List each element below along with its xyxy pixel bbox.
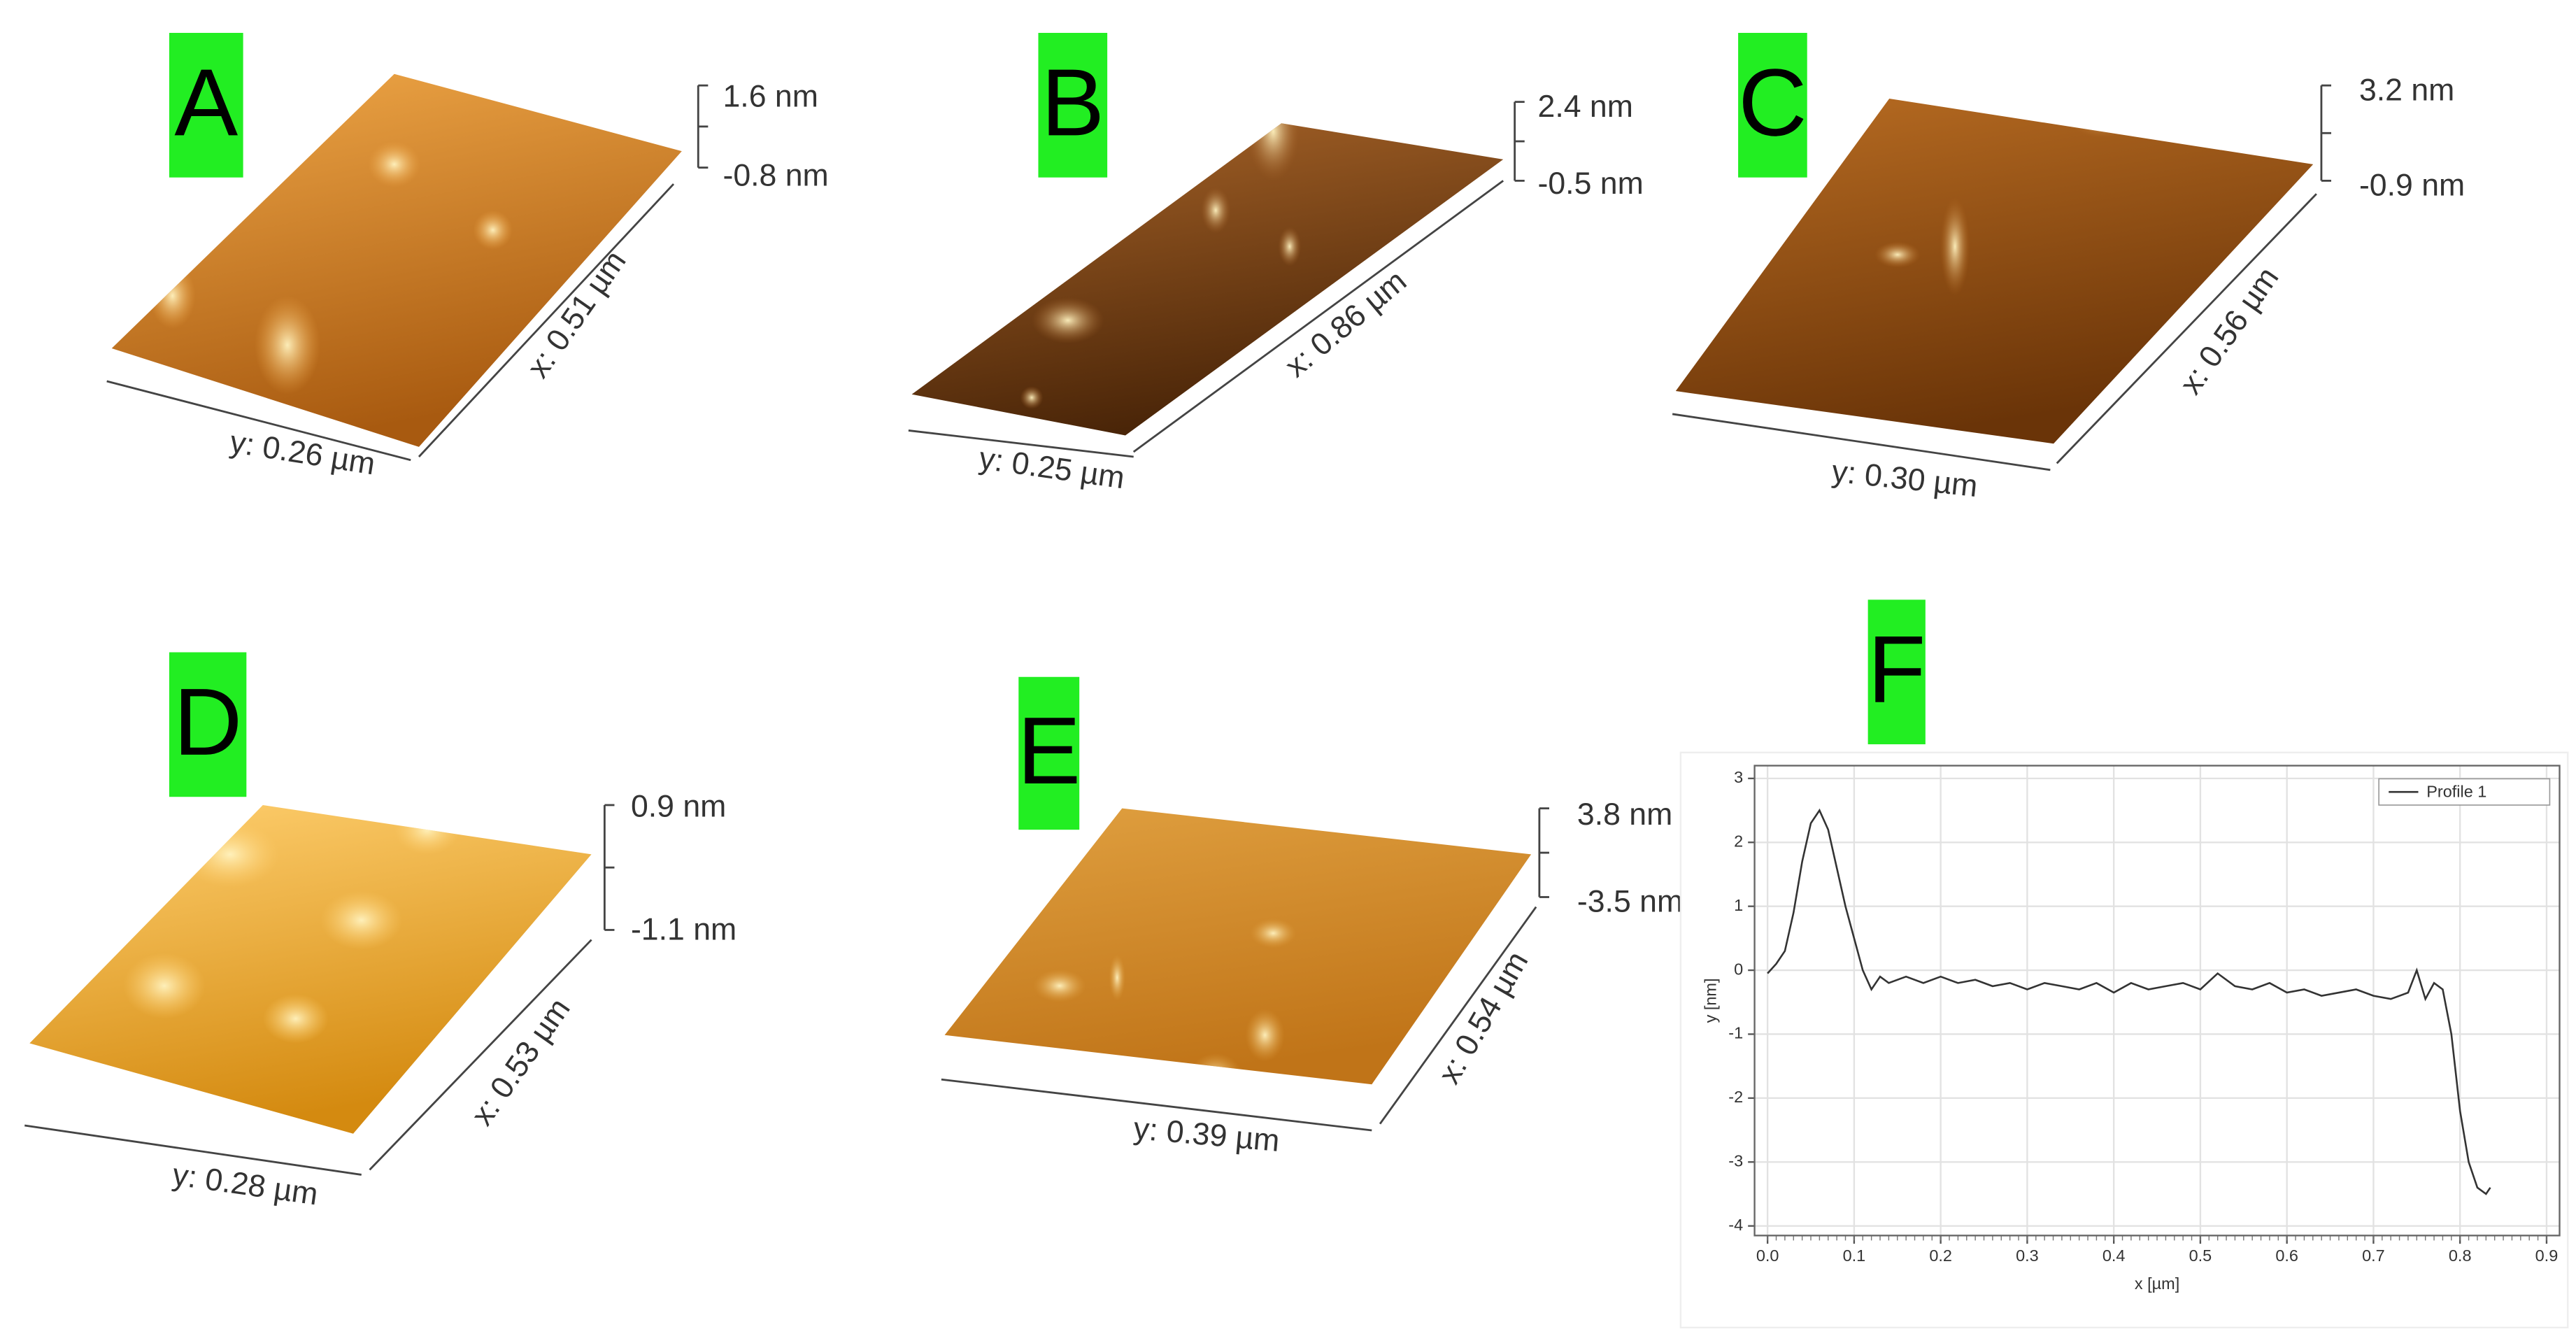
surface-peak <box>368 141 421 187</box>
z-max-label: 1.6 nm <box>723 80 818 114</box>
y-size-label: y: 0.39 µm <box>1132 1111 1281 1158</box>
surface-peak <box>1201 187 1231 234</box>
chart-frame <box>1679 751 2569 1329</box>
y-extent-axis <box>941 1078 1372 1132</box>
surface-peak <box>255 295 321 395</box>
surface-peak <box>1874 241 1921 268</box>
surface-peak <box>1246 123 1300 181</box>
surface-peak <box>123 953 206 1019</box>
surface-peak <box>262 994 329 1044</box>
surface-features <box>1020 123 1302 409</box>
surface-peak <box>1109 954 1125 1001</box>
surface-peak <box>473 210 513 250</box>
x-extent-axis <box>418 183 675 457</box>
x-tick-label: 0.7 <box>2362 1246 2385 1265</box>
panel-label-bg <box>1867 599 1926 745</box>
x-tick-label: 0.9 <box>2535 1246 2559 1265</box>
afm-surface <box>911 123 1504 436</box>
panel-label-bg <box>169 33 243 178</box>
panel-label: F <box>1867 616 1926 723</box>
surface-peak <box>1278 227 1302 267</box>
surface-peak <box>2066 98 2140 138</box>
y-tick-label: 2 <box>1734 832 1743 850</box>
surface-peak <box>1245 1009 1285 1062</box>
y-size-label: y: 0.25 µm <box>977 441 1127 496</box>
x-axis-label: x [µm] <box>2135 1274 2179 1293</box>
surface-peak <box>1940 197 1970 296</box>
surface-features <box>123 804 460 1044</box>
x-extent-axis <box>369 939 592 1171</box>
surface-features <box>1033 918 1297 1085</box>
z-max-label: 0.9 nm <box>631 789 726 823</box>
z-max-label: 3.8 nm <box>1577 797 1672 832</box>
x-extent-axis <box>1132 180 1504 453</box>
y-size-label: y: 0.30 µm <box>1830 454 1979 504</box>
afm-surface <box>111 73 682 447</box>
afm-surface <box>1675 98 2314 444</box>
y-tick-label: 0 <box>1734 960 1743 978</box>
x-tick-label: 0.6 <box>2275 1246 2298 1265</box>
x-tick-label: 0.2 <box>1929 1246 1952 1265</box>
y-tick-label: -2 <box>1728 1088 1743 1106</box>
panel-label-bg <box>1018 676 1080 830</box>
y-size-label: y: 0.26 µm <box>227 425 377 481</box>
z-min-label: -0.8 nm <box>723 158 828 192</box>
plot-area <box>1753 765 2561 1237</box>
y-tick-label: -3 <box>1728 1151 1743 1170</box>
y-extent-axis <box>1672 413 2051 471</box>
panel-label: E <box>1017 697 1081 804</box>
z-max-label: 2.4 nm <box>1538 90 1633 124</box>
x-tick-label: 0.0 <box>1756 1246 1779 1265</box>
z-max-label: 3.2 nm <box>2359 73 2454 107</box>
x-extent-axis <box>2056 193 2317 464</box>
z-min-label: -3.5 nm <box>1577 885 1683 919</box>
surface-peak <box>1033 969 1086 1002</box>
panel-label: A <box>174 49 238 155</box>
y-tick-label: -4 <box>1728 1216 1743 1234</box>
surface-peak <box>149 262 196 329</box>
panel-label-bg <box>169 652 247 797</box>
surface-peak <box>1032 297 1104 343</box>
profile-line <box>1767 808 2491 1195</box>
x-tick-label: 0.1 <box>1843 1246 1866 1265</box>
afm-surface <box>944 808 1532 1085</box>
x-tick-label: 0.3 <box>2016 1246 2039 1265</box>
z-min-label: -1.1 nm <box>631 913 736 947</box>
panel-label-bg <box>1738 33 1807 178</box>
y-tick-label: -1 <box>1728 1024 1743 1042</box>
panel-label: B <box>1041 49 1104 155</box>
x-tick-label: 0.5 <box>2189 1246 2212 1265</box>
x-extent-axis <box>1379 906 1537 1125</box>
z-min-label: -0.5 nm <box>1538 166 1644 201</box>
surface-peak <box>394 804 460 855</box>
surface-peak <box>1020 386 1044 409</box>
y-axis-label: y [nm] <box>1702 979 1720 1023</box>
panel-label: D <box>173 669 242 775</box>
y-extent-axis <box>106 380 411 462</box>
surface-peak <box>180 821 280 888</box>
afm-surface <box>29 804 592 1134</box>
y-tick-label: 1 <box>1734 896 1743 914</box>
y-extent-axis <box>24 1124 362 1176</box>
panel-label-bg <box>1038 33 1108 178</box>
panel-label: C <box>1738 49 1807 155</box>
surface-peak <box>320 890 403 950</box>
y-tick-label: 3 <box>1734 768 1743 786</box>
y-extent-axis <box>908 429 1134 458</box>
z-min-label: -0.9 nm <box>2359 169 2465 203</box>
x-tick-label: 0.4 <box>2102 1246 2126 1265</box>
legend-label: Profile 1 <box>2426 783 2486 801</box>
surface-peak <box>1250 918 1297 948</box>
surface-peak <box>1189 1053 1242 1085</box>
x-tick-label: 0.8 <box>2449 1246 2472 1265</box>
